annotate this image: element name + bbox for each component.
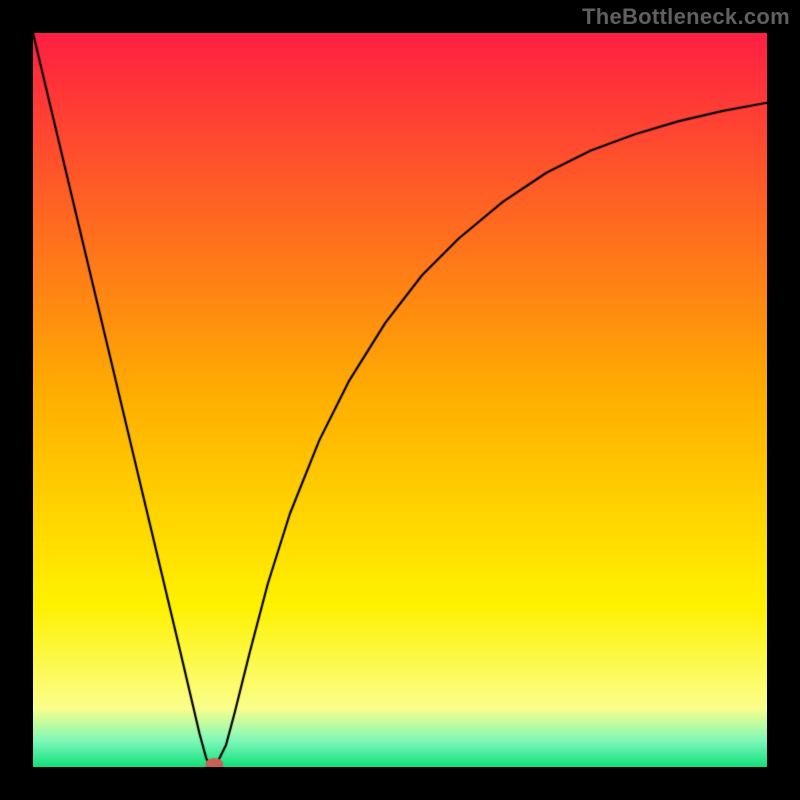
chart-container: TheBottleneck.com xyxy=(0,0,800,800)
watermark-text: TheBottleneck.com xyxy=(582,4,790,30)
plot-area xyxy=(33,33,767,767)
bottleneck-curve xyxy=(33,33,767,767)
